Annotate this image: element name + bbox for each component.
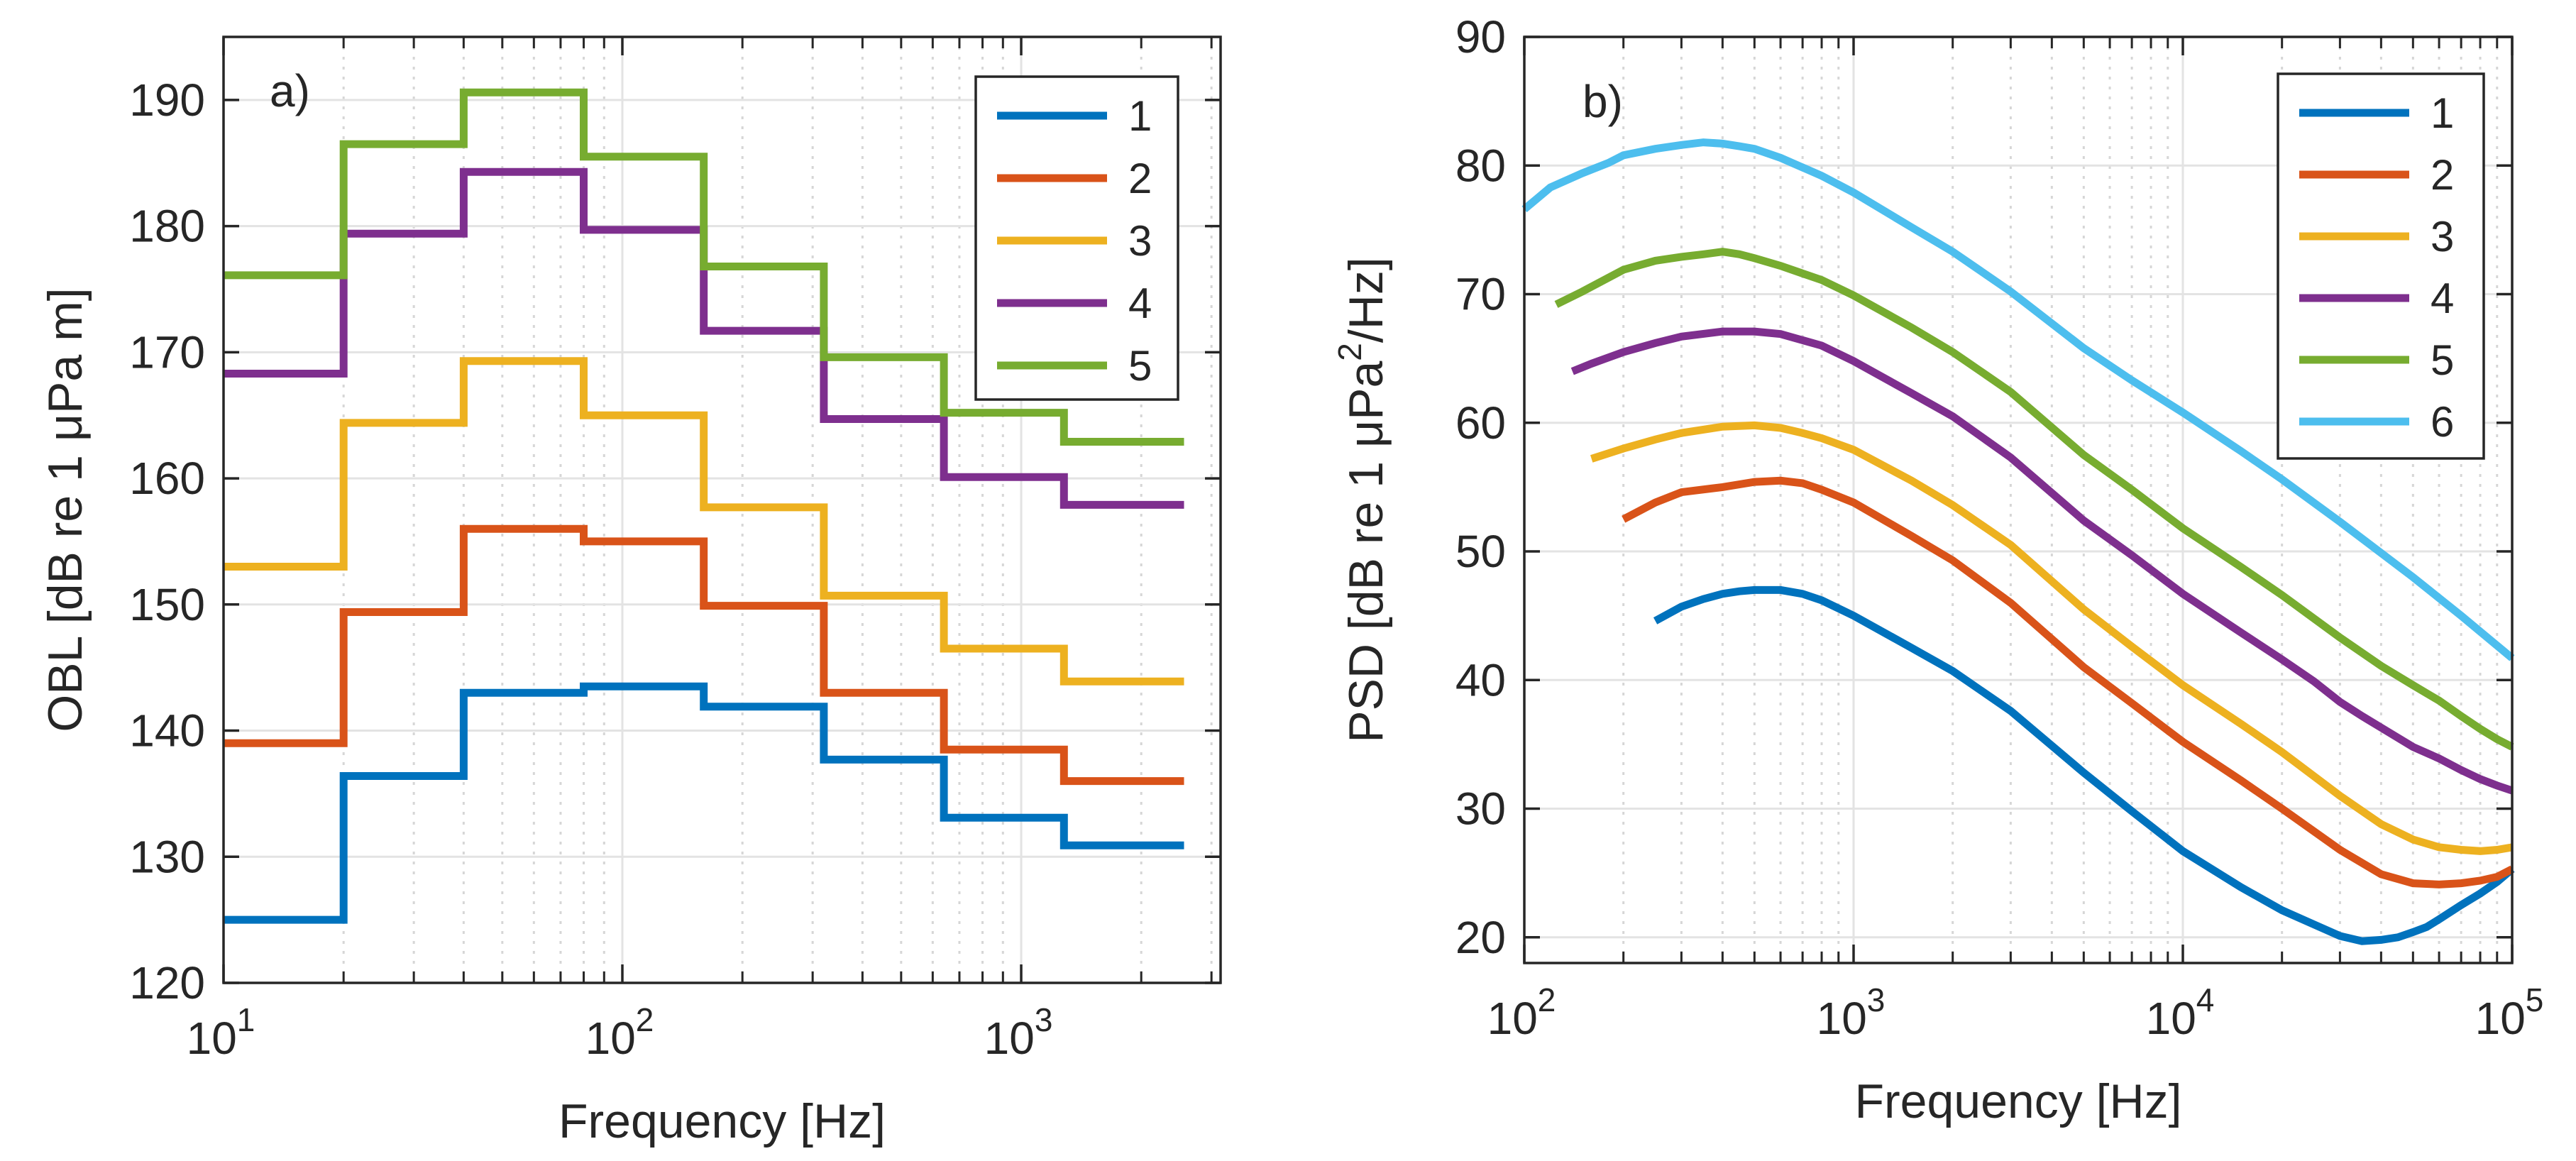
- chart-0-legend-label: 2: [1128, 155, 1152, 202]
- chart-1-x-tick-label: 102: [1487, 981, 1556, 1044]
- chart-1-x-tick-label: 104: [2146, 981, 2215, 1044]
- chart-1-y-tick-label: 40: [1455, 654, 1506, 705]
- chart-0-y-tick-label: 160: [129, 453, 205, 504]
- chart-0-y-axis: 120 130 140 150 160 170 180 190: [129, 75, 1221, 1008]
- chart-1-x-tick-exponent: 2: [1538, 981, 1556, 1018]
- chart-0-y-axis-title: OBL [dB re 1 μPa m]: [38, 287, 92, 732]
- chart-0-x-tick-base: 10: [187, 1013, 237, 1064]
- chart-0-y-tick-label: 150: [129, 579, 205, 630]
- chart-0-x-tick-label: 102: [585, 1001, 654, 1064]
- chart-1-y-axis-title-superscript: 2: [1331, 343, 1368, 361]
- chart-1-x-tick-base: 10: [1817, 993, 1867, 1044]
- chart-1-series-1-line: [1653, 585, 2515, 945]
- chart-1-legend-label: 5: [2431, 336, 2454, 384]
- chart-1-y-axis: 20 30 40 50 60 70 80 90: [1455, 11, 2512, 963]
- chart-1-y-tick-label: 50: [1455, 526, 1506, 577]
- chart-1-y-tick-label: 30: [1455, 783, 1506, 835]
- chart-0-x-tick-exponent: 3: [1035, 1001, 1053, 1038]
- chart-0-y-tick-label: 120: [129, 957, 205, 1008]
- chart-1-x-axis-title: Frequency [Hz]: [1854, 1074, 2181, 1128]
- chart-0-axes-box: [222, 35, 1222, 984]
- chart-1-x-tick-base: 10: [2146, 993, 2196, 1044]
- chart-0-series-2-line: [224, 524, 1184, 786]
- chart-0-x-tick-base: 10: [984, 1013, 1035, 1064]
- chart-0-series-4-line: [224, 167, 1184, 509]
- chart-1-y-axis-title-unit: /Hz]: [1339, 257, 1393, 343]
- chart-0-series-1-line: [224, 682, 1184, 924]
- chart-1-series-3-line: [1590, 421, 2513, 855]
- chart-1-x-tick-base: 10: [1487, 993, 1538, 1044]
- chart-0-legend-label: 1: [1128, 92, 1152, 140]
- chart-0-series: [224, 88, 1184, 924]
- chart-0-x-tick-label: 101: [187, 1001, 255, 1064]
- chart-1-y-tick-label: 80: [1455, 140, 1506, 191]
- chart-0-y-tick-label: 180: [129, 201, 205, 252]
- chart-0-x-tick-exponent: 2: [636, 1001, 654, 1038]
- chart-1-legend: 1 2 3 4 5 6: [2277, 72, 2485, 460]
- chart-1-x-tick-exponent: 5: [2526, 981, 2544, 1018]
- chart-0-y-tick-label: 130: [129, 831, 205, 882]
- chart-1-series-4-line: [1570, 327, 2514, 795]
- chart-0-legend: 1 2 3 4 5: [974, 75, 1179, 401]
- chart-1-y-tick-label: 20: [1455, 912, 1506, 963]
- chart-0-legend-label: 3: [1128, 217, 1152, 265]
- chart-1-series-6-line: [1521, 138, 2515, 661]
- chart-1-legend-label: 3: [2431, 213, 2454, 260]
- chart-0-y-tick-label: 140: [129, 705, 205, 756]
- chart-1-x-tick-exponent: 3: [1867, 981, 1886, 1018]
- chart-1-series-2-line: [1622, 476, 2514, 888]
- chart-0-panel-label: a): [270, 65, 310, 116]
- chart-1-y-axis-title-main: PSD [dB re 1 μPa: [1339, 361, 1393, 743]
- chart-0-y-tick-label: 190: [129, 75, 205, 126]
- chart-1-x-tick-exponent: 4: [2196, 981, 2215, 1018]
- chart-0-x-tick-exponent: 1: [237, 1001, 255, 1038]
- chart-0-x-tick-base: 10: [585, 1013, 636, 1064]
- chart-0-x-axis-title: Frequency [Hz]: [558, 1094, 886, 1148]
- chart-0-series-5-line: [224, 88, 1184, 446]
- chart-1-legend-label: 1: [2431, 89, 2454, 137]
- chart-0-series-3-line: [224, 357, 1184, 686]
- chart-0-y-tick-label: 170: [129, 326, 205, 378]
- chart-1-series-5-line: [1554, 248, 2514, 751]
- chart-1-series: [1521, 138, 2515, 945]
- chart-0-x-tick-label: 103: [984, 1001, 1053, 1064]
- chart-1-legend-box: [2277, 72, 2485, 460]
- chart-0-legend-label: 4: [1128, 280, 1152, 327]
- chart-1-legend-label: 6: [2431, 398, 2454, 446]
- chart-1-y-tick-label: 90: [1455, 11, 1506, 62]
- chart-1-x-tick-label: 105: [2475, 981, 2544, 1044]
- chart-1-x-tick-base: 10: [2475, 993, 2526, 1044]
- chart-1-x-tick-label: 103: [1817, 981, 1886, 1044]
- chart-0-x-axis: 101 102 103: [187, 37, 1053, 1064]
- chart-1-legend-label: 4: [2431, 275, 2454, 322]
- chart-1-y-tick-label: 70: [1455, 269, 1506, 320]
- chart-1-legend-label: 2: [2431, 151, 2454, 199]
- chart-1-axes-box: [1523, 35, 2514, 964]
- chart-1-y-axis-title: PSD [dB re 1 μPa2/Hz]: [1331, 257, 1393, 743]
- chart-1-panel-label: b): [1583, 76, 1623, 127]
- chart-1-x-axis: 102 103 104 105: [1487, 37, 2544, 1044]
- chart-0-legend-label: 5: [1128, 342, 1152, 390]
- chart-1-y-tick-label: 60: [1455, 397, 1506, 449]
